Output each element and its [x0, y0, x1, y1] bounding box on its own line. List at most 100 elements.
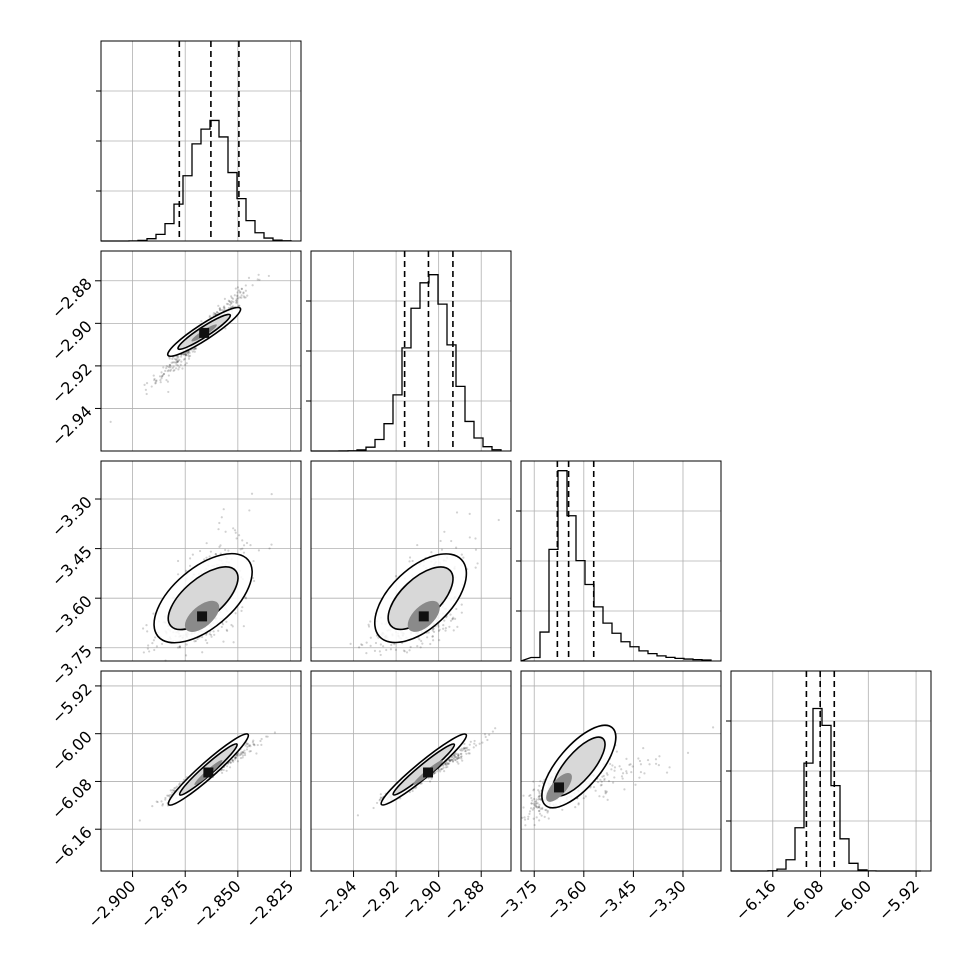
scatter-point [247, 276, 251, 279]
scatter-point [148, 650, 151, 653]
xtick-label-0-0: −2.900 [84, 876, 139, 931]
scatter-point [418, 638, 421, 641]
scatter-point [177, 355, 180, 358]
scatter-point [159, 381, 162, 384]
scatter-point [212, 311, 215, 315]
scatter-point [448, 760, 451, 763]
scatter-point [638, 759, 642, 763]
scatter-point [426, 636, 429, 639]
scatter-point [541, 807, 544, 811]
scatter-point [620, 775, 624, 778]
scatter-point [523, 818, 527, 821]
scatter-point [438, 768, 441, 771]
scatter-point [237, 297, 240, 300]
scatter-point [221, 623, 225, 626]
scatter-point [161, 374, 164, 378]
scatter-point [220, 771, 224, 774]
scatter-point [460, 755, 463, 758]
xtick-label-2-2: −3.45 [592, 876, 640, 924]
scatter-point [541, 806, 544, 809]
scatter-point [217, 629, 220, 632]
scatter-point [230, 295, 233, 298]
scatter-point [227, 306, 230, 310]
scatter-point [537, 805, 540, 808]
scatter-point [176, 360, 179, 363]
scatter-point [172, 789, 175, 792]
scatter-point [239, 290, 242, 293]
scatter-point [225, 302, 229, 305]
scatter-point [448, 758, 451, 761]
scatter-point [648, 763, 651, 766]
scatter-point [532, 788, 536, 791]
scatter-point [537, 789, 540, 792]
scatter-point [538, 797, 541, 800]
scatter-point [146, 647, 150, 650]
scatter-point [594, 789, 597, 792]
scatter-point [232, 641, 235, 644]
scatter-point [242, 751, 245, 755]
scatter-point [481, 741, 484, 744]
scatter-point [162, 366, 165, 369]
scatter-point [214, 553, 217, 556]
scatter-point [532, 807, 535, 810]
scatter-point [455, 511, 459, 514]
scatter-point [242, 291, 245, 294]
density-peak [554, 782, 565, 793]
scatter-point [194, 639, 198, 643]
scatter-point [658, 755, 661, 758]
scatter-point [639, 763, 643, 766]
scatter-point [623, 788, 626, 791]
scatter-point [155, 645, 159, 648]
scatter-point [176, 357, 179, 360]
xtick-label-2-0: −3.75 [493, 876, 541, 924]
scatter-point [621, 777, 624, 780]
scatter-point [179, 363, 182, 366]
scatter-point [228, 300, 232, 304]
scatter-point [153, 636, 157, 639]
scatter-point [253, 743, 256, 746]
scatter-point [577, 803, 580, 806]
scatter-point [151, 642, 154, 645]
scatter-point [452, 629, 455, 632]
scatter-point [227, 303, 230, 306]
panel-frame-3-0 [100, 670, 302, 872]
scatter-point [374, 641, 378, 645]
scatter-point [242, 295, 245, 298]
scatter-point [239, 753, 242, 756]
scatter-point [603, 777, 606, 780]
scatter-point [239, 752, 242, 755]
scatter-point [379, 643, 382, 646]
scatter-point [201, 635, 204, 639]
scatter-point [182, 353, 185, 356]
scatter-point [457, 753, 460, 757]
scatter-point [437, 629, 441, 633]
scatter-point [443, 770, 446, 773]
scatter-point [242, 750, 245, 754]
scatter-point [180, 360, 183, 363]
scatter-point [488, 733, 491, 736]
xtick-label-0-3: −2.825 [242, 876, 297, 931]
scatter-point [602, 795, 605, 798]
scatter-point [235, 299, 238, 302]
scatter-point [457, 762, 460, 765]
scatter-point [361, 643, 364, 647]
scatter-point [249, 544, 252, 547]
scatter-point [534, 804, 538, 807]
scatter-point [173, 787, 176, 790]
scatter-point [469, 740, 472, 743]
scatter-point [546, 811, 549, 814]
scatter-point [270, 543, 273, 546]
scatter-point [540, 814, 543, 817]
scatter-point [378, 799, 381, 802]
xtick-label-3-3: −5.92 [875, 876, 923, 924]
scatter-point [613, 769, 616, 772]
scatter-point [523, 816, 526, 819]
scatter-point [436, 770, 439, 773]
scatter-point [466, 748, 469, 751]
scatter-point [138, 819, 141, 822]
scatter-point [453, 754, 456, 757]
scatter-point [256, 743, 259, 747]
scatter-point [607, 780, 611, 783]
scatter-point [230, 300, 233, 303]
